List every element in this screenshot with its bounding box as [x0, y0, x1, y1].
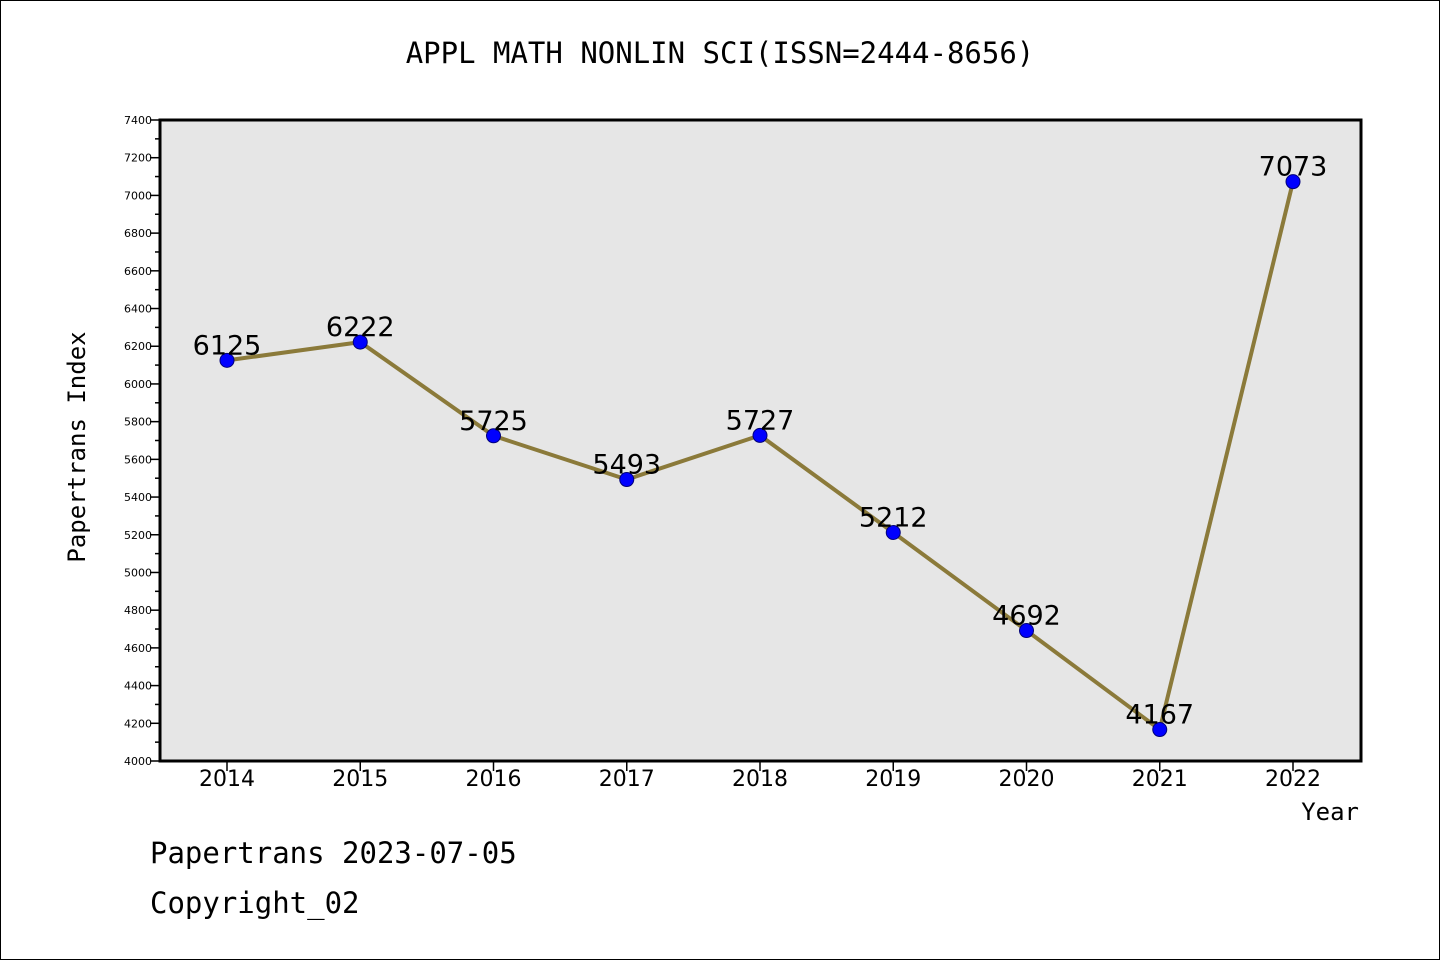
- data-label: 7073: [1259, 152, 1328, 183]
- data-point-marker: [219, 352, 235, 368]
- data-label-group: 6125 6222 5725 5493 5727 5212 4692 4167 7073: [193, 152, 1328, 731]
- data-label: 5727: [726, 405, 795, 436]
- x-axis-label: Year: [1301, 798, 1359, 826]
- data-label: 6222: [326, 312, 395, 343]
- x-tick-label: 2021: [1132, 767, 1188, 792]
- y-tick-label: 4200: [124, 717, 152, 730]
- data-label: 5493: [592, 450, 661, 481]
- y-tick-label: 6600: [124, 265, 152, 278]
- y-tick-label: 6400: [124, 303, 152, 316]
- data-point-marker: [885, 525, 901, 541]
- data-point-marker: [752, 427, 768, 443]
- data-point-marker: [486, 428, 501, 444]
- data-label: 4692: [992, 601, 1061, 632]
- chart-title: APPL MATH NONLIN SCI(ISSN=2444-8656): [405, 36, 1035, 70]
- x-tick-label: 2019: [865, 767, 921, 792]
- y-axis-label: Papertrans Index: [63, 331, 91, 562]
- x-tick-label: 2014: [199, 767, 255, 792]
- data-label: 5725: [459, 406, 528, 437]
- x-tick-label: 2022: [1265, 767, 1321, 792]
- y-tick-label: 4000: [124, 755, 152, 768]
- y-tick-label: 7000: [124, 189, 152, 202]
- x-tick-label: 2017: [599, 767, 655, 792]
- series-group: [219, 174, 1301, 738]
- y-tick-label: 4800: [124, 604, 152, 617]
- y-tick-label: 4400: [124, 680, 152, 693]
- y-tick-label: 5400: [124, 491, 152, 504]
- data-point-marker: [1152, 722, 1168, 738]
- y-tick-label: 5800: [124, 416, 152, 429]
- x-tick-label: 2016: [466, 767, 522, 792]
- data-point-marker: [352, 334, 368, 350]
- data-point-marker: [1285, 174, 1301, 190]
- y-tick-label: 7400: [124, 114, 152, 127]
- x-tick-label: 2015: [332, 767, 388, 792]
- footer-date-text: Papertrans 2023-07-05: [150, 836, 517, 870]
- y-axis: 4000 4200 4400 4600 4800 5000 5200 5400 5600 5800…: [124, 114, 160, 768]
- y-tick-label: 5000: [124, 566, 152, 579]
- y-tick-label: 6000: [124, 378, 152, 391]
- y-tick-label: 7200: [124, 152, 152, 165]
- y-tick-label: 5200: [124, 529, 152, 542]
- data-point-marker: [619, 472, 635, 488]
- y-tick-label: 6200: [124, 340, 152, 353]
- data-label: 5212: [859, 503, 928, 534]
- x-axis: 2014 2015 2016 2017 2018 2019 2020 2021 2022: [199, 761, 1321, 792]
- data-label: 4167: [1125, 700, 1194, 731]
- x-tick-label: 2020: [999, 767, 1055, 792]
- x-tick-label: 2018: [732, 767, 788, 792]
- footer-copyright-text: Copyright_02: [150, 886, 360, 920]
- y-tick-label: 6800: [124, 227, 152, 240]
- data-point-marker: [1019, 623, 1034, 639]
- data-label: 6125: [193, 330, 262, 361]
- y-tick-label: 4600: [124, 642, 152, 655]
- y-tick-label: 5600: [124, 453, 152, 466]
